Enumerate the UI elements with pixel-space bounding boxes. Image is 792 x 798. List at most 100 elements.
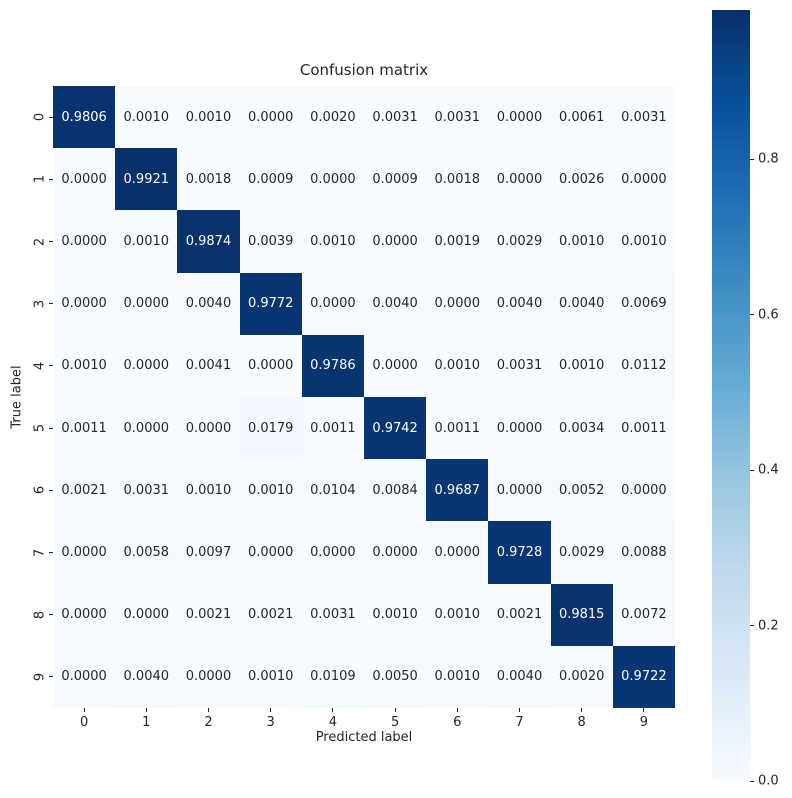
matrix-cell-r0c1: 0.0010: [115, 86, 178, 149]
matrix-cell-r1c5: 0.0009: [364, 148, 427, 211]
chart-title: Confusion matrix: [299, 61, 429, 79]
matrix-cell-r0c5: 0.0031: [364, 86, 427, 149]
matrix-cell-r6c9: 0.0000: [612, 459, 675, 522]
colorbar-tick-label-0: 0.0: [758, 773, 779, 789]
x-tick-mark-0: [83, 708, 85, 712]
y-tick-mark-7: [49, 552, 53, 553]
matrix-cell-r4c3: 0.0000: [239, 334, 302, 397]
matrix-cell-r8c7: 0.0021: [488, 583, 551, 646]
matrix-cell-r3c0: 0.0000: [53, 272, 116, 335]
x-tick-label-1: 1: [142, 715, 151, 730]
matrix-cell-r3c3: 0.9772: [239, 272, 302, 335]
matrix-cell-r2c2: 0.9874: [177, 210, 240, 273]
matrix-cell-r8c2: 0.0021: [177, 583, 240, 646]
matrix-cell-r4c1: 0.0000: [115, 334, 178, 397]
matrix-cell-r5c8: 0.0034: [550, 397, 613, 460]
matrix-cell-r1c8: 0.0026: [550, 148, 613, 211]
matrix-cell-r5c4: 0.0011: [301, 397, 364, 460]
matrix-cell-r6c3: 0.0010: [239, 459, 302, 522]
matrix-cell-r0c0: 0.9806: [53, 86, 116, 149]
matrix-cell-r8c5: 0.0010: [364, 583, 427, 646]
x-tick-mark-6: [456, 708, 458, 712]
matrix-cell-r5c3: 0.0179: [239, 397, 302, 460]
x-tick-label-3: 3: [266, 715, 275, 730]
matrix-cell-r9c2: 0.0000: [177, 645, 240, 708]
matrix-cell-r3c7: 0.0040: [488, 272, 551, 335]
matrix-cell-r8c3: 0.0021: [239, 583, 302, 646]
matrix-cell-r7c4: 0.0000: [301, 521, 364, 584]
y-tick-mark-6: [49, 489, 53, 491]
matrix-cell-r2c7: 0.0029: [488, 210, 551, 273]
matrix-cell-r9c6: 0.0010: [426, 645, 489, 708]
matrix-cell-r1c3: 0.0009: [239, 148, 302, 211]
matrix-cell-r7c9: 0.0088: [612, 521, 675, 584]
matrix-cell-r4c9: 0.0112: [612, 334, 675, 397]
matrix-cell-r0c9: 0.0031: [612, 86, 675, 149]
matrix-cell-r1c2: 0.0018: [177, 148, 240, 211]
matrix-cell-r9c1: 0.0040: [115, 645, 178, 708]
matrix-cell-r7c2: 0.0097: [177, 521, 240, 584]
y-tick-mark-9: [49, 676, 53, 678]
matrix-cell-r1c6: 0.0018: [426, 148, 489, 211]
matrix-cell-r5c6: 0.0011: [426, 397, 489, 460]
matrix-cell-r2c8: 0.0010: [550, 210, 613, 273]
x-tick-mark-3: [270, 708, 272, 712]
matrix-cell-r1c0: 0.0000: [53, 148, 116, 211]
matrix-cell-r3c2: 0.0040: [177, 272, 240, 335]
matrix-cell-r6c0: 0.0021: [53, 459, 116, 522]
y-tick-label-8: 8: [32, 610, 48, 619]
matrix-cell-r2c0: 0.0000: [53, 210, 116, 273]
x-tick-mark-2: [208, 708, 209, 712]
matrix-cell-r0c6: 0.0031: [426, 86, 489, 149]
matrix-cell-r7c8: 0.0029: [550, 521, 613, 584]
colorbar-tick-label-0.4: 0.4: [758, 462, 779, 478]
y-tick-mark-0: [49, 116, 53, 118]
colorbar-tick-mark-0.8: [750, 158, 754, 160]
y-tick-mark-2: [49, 241, 53, 242]
matrix-cell-r5c9: 0.0011: [612, 397, 675, 460]
matrix-cell-r4c6: 0.0010: [426, 334, 489, 397]
y-tick-mark-1: [49, 178, 53, 180]
colorbar-tick-mark-0.6: [750, 314, 754, 316]
matrix-cell-r7c3: 0.0000: [239, 521, 302, 584]
x-tick-mark-9: [643, 708, 645, 712]
matrix-cell-r9c9: 0.9722: [612, 645, 675, 708]
x-tick-mark-8: [581, 708, 583, 712]
matrix-cell-r9c8: 0.0020: [550, 645, 613, 708]
matrix-cell-r5c0: 0.0011: [53, 397, 116, 460]
matrix-cell-r6c5: 0.0084: [364, 459, 427, 522]
matrix-cell-r6c8: 0.0052: [550, 459, 613, 522]
matrix-cell-r3c9: 0.0069: [612, 272, 675, 335]
matrix-cell-r0c2: 0.0010: [177, 86, 240, 149]
y-axis-label: True label: [9, 365, 25, 429]
y-tick-label-2: 2: [32, 237, 48, 246]
x-tick-label-9: 9: [639, 715, 649, 730]
x-tick-label-4: 4: [328, 715, 338, 730]
matrix-cell-r1c9: 0.0000: [612, 148, 675, 211]
matrix-cell-r7c1: 0.0058: [115, 521, 178, 584]
matrix-cell-r6c2: 0.0010: [177, 459, 240, 522]
matrix-cell-r4c8: 0.0010: [550, 334, 613, 397]
x-tick-label-0: 0: [79, 715, 89, 730]
heatmap-grid: 0.9806 0.0010 0.0010 0.0000 0.0020 0.0031 0.00…: [53, 86, 675, 708]
y-tick-mark-5: [49, 427, 53, 429]
matrix-cell-r3c5: 0.0040: [364, 272, 427, 335]
matrix-cell-r4c2: 0.0041: [177, 334, 240, 397]
matrix-cell-r0c7: 0.0000: [488, 86, 551, 149]
colorbar-tick-mark-0: [750, 780, 754, 782]
matrix-cell-r4c7: 0.0031: [488, 334, 551, 397]
x-tick-label-8: 8: [577, 715, 586, 730]
matrix-cell-r4c4: 0.9786: [301, 334, 364, 397]
matrix-cell-r6c4: 0.0104: [301, 459, 364, 522]
matrix-cell-r9c5: 0.0050: [364, 645, 427, 708]
y-tick-label-7: 7: [32, 548, 48, 557]
matrix-cell-r0c3: 0.0000: [239, 86, 302, 149]
matrix-cell-r7c5: 0.0000: [364, 521, 427, 584]
y-tick-mark-4: [49, 365, 53, 367]
colorbar-gradient: [712, 10, 750, 781]
y-tick-mark-3: [49, 303, 53, 305]
x-tick-mark-4: [332, 708, 334, 712]
matrix-cell-r5c1: 0.0000: [115, 397, 178, 460]
x-tick-label-2: 2: [204, 715, 213, 730]
y-tick-label-1: 1: [32, 175, 48, 184]
